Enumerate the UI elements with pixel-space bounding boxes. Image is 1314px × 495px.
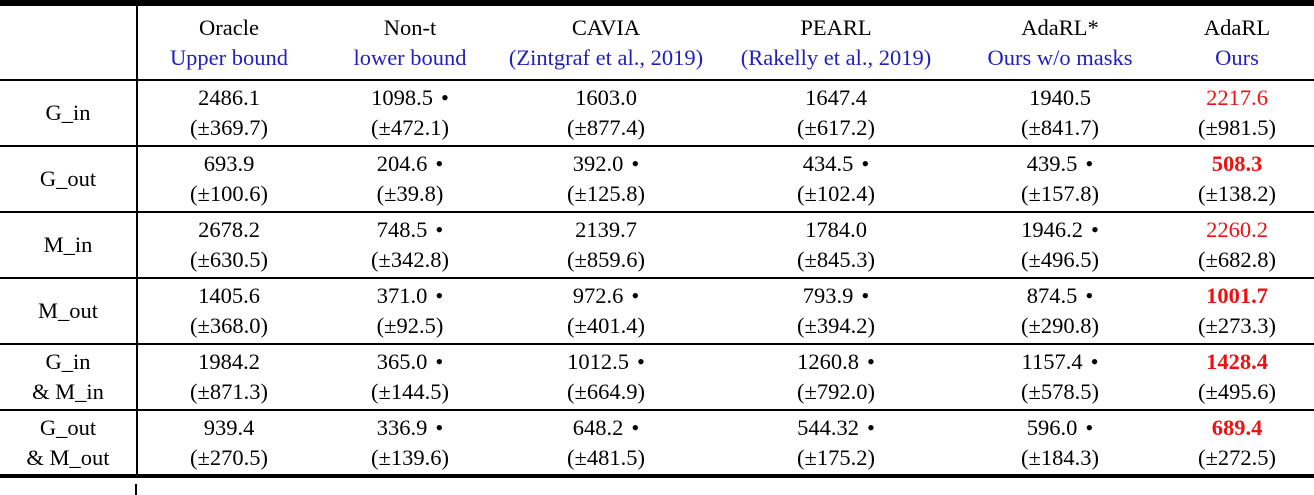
significance-dot: •: [631, 151, 640, 176]
cell: 1603.0 (±877.4): [567, 85, 645, 140]
col-name: Non-t: [383, 14, 437, 40]
col-name: CAVIA: [571, 14, 641, 40]
col-header-oracle: Oracle Upper bound: [137, 3, 320, 80]
cell: 336.9 • (±139.6): [371, 414, 449, 470]
col-subtitle: Upper bound: [169, 44, 289, 70]
col-name: AdaRL*: [1021, 14, 1099, 40]
column-divider-extension: [135, 484, 137, 495]
cell: 2486.1 (±369.7): [190, 85, 268, 140]
table-row-g-out-and-m-out: G_out & M_out 939.4 (±270.5) 336.9 • (±139.6…: [0, 410, 1314, 476]
cell: 972.6 • (±401.4): [567, 283, 645, 338]
row-label: G_out: [0, 146, 138, 212]
cell: 939.4 (±270.5): [190, 414, 268, 470]
cell: 1405.6 (±368.0): [190, 283, 268, 338]
corner-cell: [0, 3, 138, 80]
row-label: M_in: [0, 212, 138, 278]
row-label: G_in & M_in: [0, 344, 138, 410]
significance-dot: •: [631, 414, 640, 440]
significance-dot: •: [866, 349, 875, 374]
citation-link[interactable]: (Rakelly et al., 2019): [740, 44, 932, 70]
significance-dot: •: [435, 283, 444, 308]
cell: 1647.4 (±617.2): [797, 85, 875, 140]
cell: 365.0 • (±144.5): [371, 349, 449, 404]
cell-highlighted: 2260.2 (±682.8): [1198, 217, 1276, 272]
cell: 1157.4 • (±578.5): [1021, 349, 1099, 404]
col-subtitle: Ours w/o masks: [987, 44, 1133, 70]
row-label: M_out: [0, 278, 138, 344]
col-name: AdaRL: [1203, 14, 1271, 40]
cell: 371.0 • (±92.5): [376, 283, 444, 338]
cell: 544.32 • (±175.2): [797, 414, 875, 470]
significance-dot: •: [861, 283, 870, 308]
cell: 204.6 • (±39.8): [376, 151, 444, 206]
col-header-adarl-star: AdaRL* Ours w/o masks: [960, 3, 1160, 80]
significance-dot: •: [435, 349, 444, 374]
cell: 1940.5 (±841.7): [1021, 85, 1099, 140]
significance-dot: •: [631, 283, 640, 308]
cell: 748.5 • (±342.8): [371, 217, 449, 272]
col-header-non-t: Non-t lower bound: [320, 3, 500, 80]
citation-link[interactable]: (Zintgraf et al., 2019): [508, 44, 704, 70]
col-name: Oracle: [199, 14, 259, 40]
col-subtitle: lower bound: [353, 44, 467, 70]
cell: 2678.2 (±630.5): [190, 217, 268, 272]
cell: 1260.8 • (±792.0): [797, 349, 875, 404]
cell: 1784.0 (±845.3): [797, 217, 875, 272]
cell-highlighted: 1428.4 (±495.6): [1198, 349, 1276, 404]
significance-dot: •: [1085, 283, 1094, 308]
col-header-pearl: PEARL (Rakelly et al., 2019): [712, 3, 960, 80]
results-table: Oracle Upper bound Non-t lower bound CAV…: [0, 0, 1314, 478]
cell: 693.9 (±100.6): [190, 151, 268, 206]
header-row: Oracle Upper bound Non-t lower bound CAV…: [0, 3, 1314, 80]
cell: 439.5 • (±157.8): [1021, 151, 1099, 206]
significance-dot: •: [435, 217, 444, 242]
row-label: G_in: [0, 80, 138, 146]
cell-highlighted: 508.3 (±138.2): [1198, 151, 1276, 206]
table-row-g-out: G_out 693.9 (±100.6) 204.6 • (±39.8) 392.0 •…: [0, 146, 1314, 212]
col-header-adarl: AdaRL Ours: [1160, 3, 1314, 80]
cell: 392.0 • (±125.8): [567, 151, 645, 206]
col-subtitle: Ours: [1215, 44, 1259, 70]
col-name: PEARL: [800, 14, 872, 40]
cell: 648.2 • (±481.5): [567, 414, 645, 470]
cell: 1984.2 (±871.3): [190, 349, 268, 404]
row-label: G_out & M_out: [0, 410, 138, 476]
cell: 2139.7 (±859.6): [567, 217, 645, 272]
significance-dot: •: [1090, 217, 1099, 242]
cell-highlighted: 2217.6 (±981.5): [1198, 85, 1276, 140]
table-row-g-in-and-m-in: G_in & M_in 1984.2 (±871.3) 365.0 • (±144.5)…: [0, 344, 1314, 410]
significance-dot: •: [435, 151, 444, 176]
cell-highlighted: 1001.7 (±273.3): [1198, 283, 1276, 338]
cell: 1012.5 • (±664.9): [567, 349, 645, 404]
significance-dot: •: [866, 414, 875, 440]
significance-dot: •: [1085, 414, 1094, 440]
significance-dot: •: [435, 414, 444, 440]
significance-dot: •: [1085, 151, 1094, 176]
cell: 1098.5 • (±472.1): [371, 85, 449, 140]
cell: 1946.2 • (±496.5): [1021, 217, 1099, 272]
significance-dot: •: [1090, 349, 1099, 374]
cell: 874.5 • (±290.8): [1021, 283, 1099, 338]
significance-dot: •: [636, 349, 645, 374]
col-header-cavia: CAVIA (Zintgraf et al., 2019): [500, 3, 712, 80]
table-row-m-in: M_in 2678.2 (±630.5) 748.5 • (±342.8) 2139.…: [0, 212, 1314, 278]
significance-dot: •: [440, 85, 449, 110]
table-row-m-out: M_out 1405.6 (±368.0) 371.0 • (±92.5) 972.6…: [0, 278, 1314, 344]
cell: 793.9 • (±394.2): [797, 283, 875, 338]
cell: 596.0 • (±184.3): [1021, 414, 1099, 470]
significance-dot: •: [861, 151, 870, 176]
cell-highlighted: 689.4 (±272.5): [1198, 414, 1276, 470]
cell: 434.5 • (±102.4): [797, 151, 875, 206]
table-row-g-in: G_in 2486.1 (±369.7) 1098.5 • (±472.1) 1603…: [0, 80, 1314, 146]
